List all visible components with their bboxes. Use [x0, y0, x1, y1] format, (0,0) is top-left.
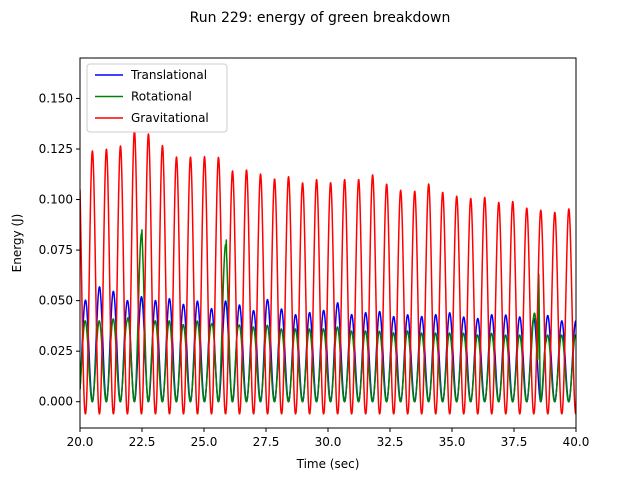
x-tick-label: 40.0	[563, 435, 590, 449]
x-tick-label: 27.5	[253, 435, 280, 449]
x-tick-label: 22.5	[129, 435, 156, 449]
legend-label-rotational: Rotational	[131, 90, 192, 104]
legend: Translational Rotational Gravitational	[87, 64, 227, 132]
legend-label-gravitational: Gravitational	[131, 111, 209, 125]
x-axis-label: Time (sec)	[296, 457, 360, 471]
y-tick-label: 0.125	[39, 142, 73, 156]
x-tick-label: 35.0	[439, 435, 466, 449]
y-axis-label: Energy (J)	[10, 214, 24, 273]
y-tick-label: 0.100	[39, 193, 73, 207]
x-tick-label: 37.5	[501, 435, 528, 449]
x-tick-label: 32.5	[377, 435, 404, 449]
y-tick-label: 0.150	[39, 91, 73, 105]
x-tick-label: 25.0	[191, 435, 218, 449]
x-tick-label: 20.0	[67, 435, 94, 449]
legend-label-translational: Translational	[130, 68, 207, 82]
y-tick-label: 0.025	[39, 344, 73, 358]
y-tick-label: 0.050	[39, 294, 73, 308]
chart-title: Run 229: energy of green breakdown	[190, 10, 451, 26]
x-tick-label: 30.0	[315, 435, 342, 449]
y-tick-label: 0.075	[39, 243, 73, 257]
y-tick-label: 0.000	[39, 395, 73, 409]
